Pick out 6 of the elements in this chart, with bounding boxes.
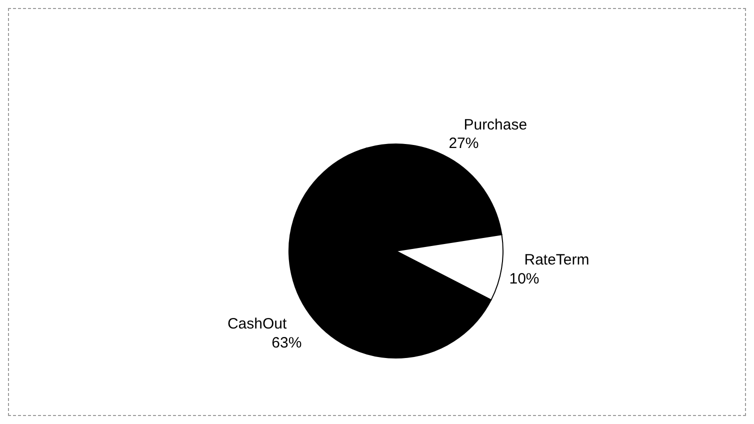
data-label: 27% xyxy=(448,135,479,152)
slice-label: CashOut xyxy=(227,316,288,333)
slice-label: RateTerm xyxy=(524,252,590,269)
slice-label: Purchase xyxy=(464,116,528,134)
data-label: 10% xyxy=(509,270,540,288)
data-label: 63% xyxy=(272,334,302,352)
